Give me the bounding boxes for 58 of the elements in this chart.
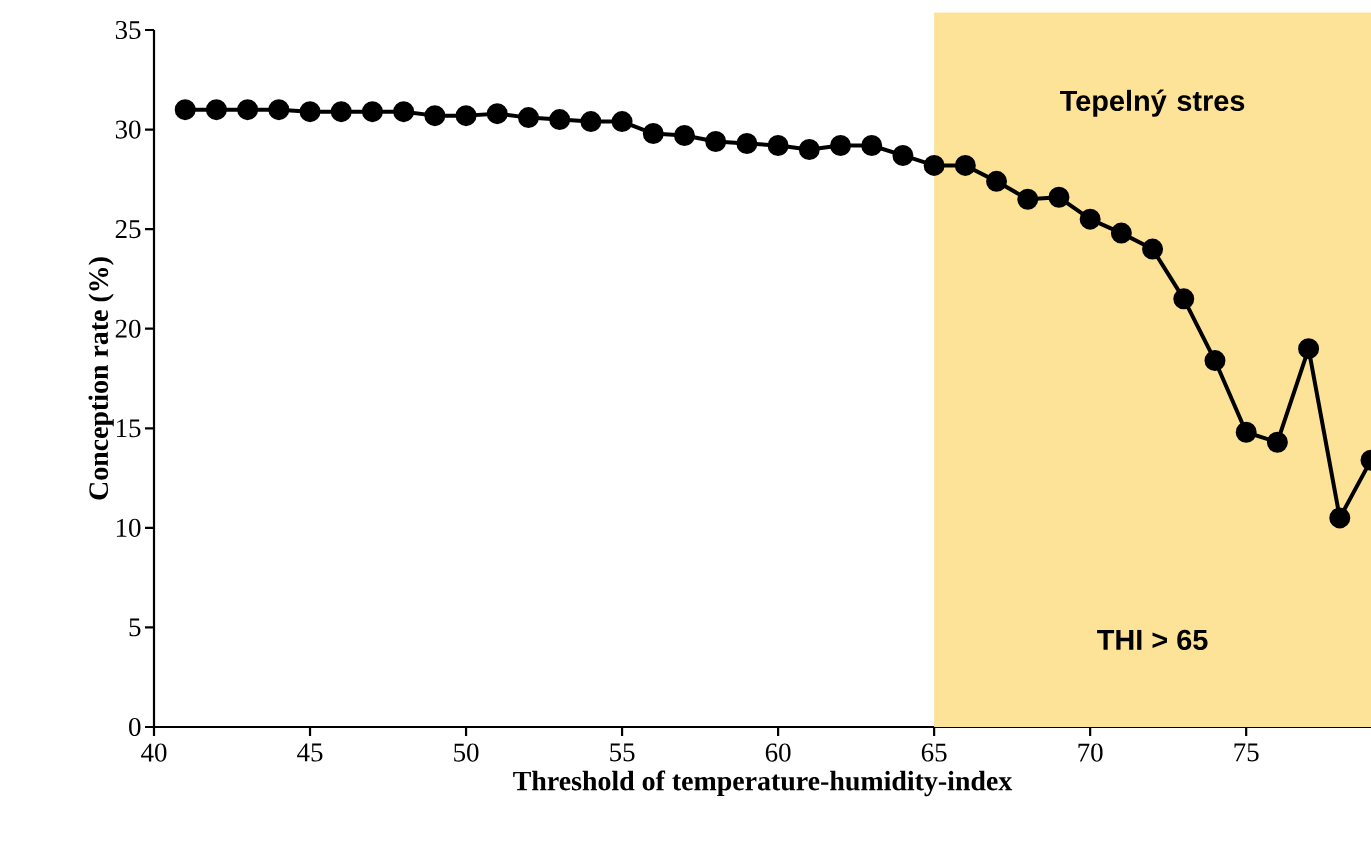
point: [1048, 186, 1070, 208]
y-tick-label: 25: [115, 220, 141, 239]
point: [268, 99, 290, 121]
x-tick-label: 55: [610, 743, 635, 762]
point: [1142, 238, 1164, 260]
y-tick-label: 10: [116, 518, 141, 537]
point: [393, 101, 415, 123]
band-label: Tepelný stres: [1060, 89, 1245, 117]
point: [330, 101, 352, 123]
point: [361, 101, 383, 123]
point: [705, 131, 727, 153]
point: [205, 99, 227, 121]
x-tick-label: 75: [1234, 743, 1259, 762]
y-tick-label: 15: [116, 419, 141, 438]
point: [486, 103, 508, 125]
point: [455, 105, 477, 127]
point: [642, 123, 664, 145]
point: [798, 138, 820, 160]
point: [830, 135, 852, 156]
point: [736, 133, 758, 155]
y-tick-label: 20: [115, 319, 141, 338]
x-tick-label: 45: [297, 743, 323, 762]
x-tick-label: 65: [921, 743, 947, 762]
y-tick-label: 5: [129, 618, 141, 637]
point: [923, 154, 945, 176]
point: [299, 101, 321, 123]
point: [1110, 222, 1132, 244]
point: [986, 170, 1008, 192]
y-tick-label: 35: [115, 20, 141, 40]
point: [1235, 421, 1257, 443]
y-tick-label: 0: [129, 717, 141, 737]
point: [174, 99, 196, 121]
point: [1329, 507, 1351, 529]
annotation: THI > 65: [1097, 629, 1208, 651]
point: [1298, 338, 1320, 360]
point: [1079, 208, 1101, 230]
point: [954, 154, 976, 176]
point: [517, 107, 539, 129]
x-axis-title: Threshold of temperature-humidity-index: [513, 770, 1013, 797]
x-tick-label: 70: [1078, 743, 1103, 762]
point: [611, 111, 633, 133]
point: [1173, 288, 1195, 310]
point: [892, 144, 914, 166]
point: [767, 135, 789, 156]
point: [424, 105, 446, 127]
point: [237, 99, 259, 121]
y-tick-label: 30: [115, 120, 141, 139]
point: [861, 135, 883, 156]
point: [1017, 188, 1039, 210]
y-axis-title: Conception rate (%): [88, 257, 114, 500]
x-tick-label: 60: [765, 743, 791, 762]
point: [549, 109, 571, 131]
point: [580, 111, 602, 133]
x-tick-label: 50: [454, 743, 479, 762]
x-tick-label: 40: [141, 743, 167, 762]
point: [673, 125, 695, 147]
point: [1204, 350, 1226, 372]
point: [1266, 431, 1288, 453]
